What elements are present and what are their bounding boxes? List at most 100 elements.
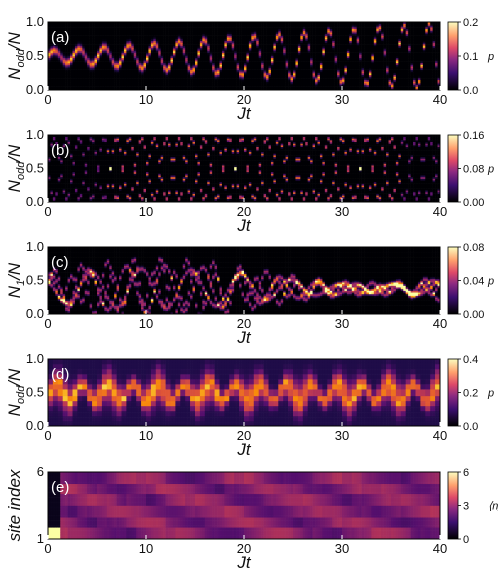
- heatmap-cell: [73, 68, 76, 70]
- heatmap-cell: [112, 71, 115, 73]
- heatmap-cell: [342, 76, 345, 78]
- heatmap-cell: [259, 68, 262, 70]
- heatmap-cell: [310, 76, 313, 78]
- heatmap-cell: [239, 80, 242, 82]
- heatmap-cell: [244, 80, 247, 82]
- heatmap-cell: [50, 80, 53, 82]
- heatmap-cell: [249, 85, 252, 87]
- heatmap-cell: [269, 68, 272, 70]
- heatmap-cell: [166, 68, 169, 70]
- heatmap-cell: [303, 76, 306, 78]
- heatmap-cell: [97, 80, 100, 82]
- heatmap-cell: [234, 85, 237, 87]
- heatmap-cell: [288, 71, 291, 73]
- heatmap-cell: [144, 76, 147, 78]
- heatmap-cell: [310, 80, 313, 82]
- heatmap-cell: [146, 68, 149, 70]
- heatmap-cell: [85, 71, 88, 73]
- heatmap-cell: [352, 68, 355, 70]
- heatmap-cell: [239, 71, 242, 73]
- heatmap-cell: [232, 80, 235, 82]
- heatmap-cell: [87, 68, 90, 70]
- heatmap-cell: [134, 68, 137, 70]
- heatmap-cell: [337, 68, 340, 70]
- heatmap-cell: [261, 71, 264, 73]
- heatmap-cell: [131, 68, 134, 70]
- heatmap-cell: [256, 71, 259, 73]
- heatmap-cell: [146, 80, 149, 82]
- heatmap-cell: [166, 71, 169, 73]
- heatmap-cell: [77, 80, 80, 82]
- heatmap-cell: [151, 71, 154, 73]
- heatmap-cell: [347, 80, 350, 82]
- heatmap-cell: [168, 71, 171, 73]
- heatmap-cell: [212, 80, 215, 82]
- heatmap-cell: [310, 71, 313, 73]
- heatmap-cell: [217, 68, 220, 70]
- heatmap-cell: [261, 76, 264, 78]
- heatmap-cell: [53, 71, 56, 73]
- heatmap-cell: [342, 71, 345, 73]
- heatmap-cell: [104, 76, 107, 78]
- heatmap-cell: [215, 71, 218, 73]
- heatmap-cell: [55, 68, 58, 70]
- heatmap-cell: [107, 76, 110, 78]
- heatmap-cell: [68, 80, 71, 82]
- heatmap-cell: [109, 85, 112, 87]
- heatmap-cell: [305, 85, 308, 87]
- heatmap-cell: [210, 68, 213, 70]
- heatmap-cell: [283, 68, 286, 70]
- heatmap-cell: [148, 76, 151, 78]
- heatmap-cell: [183, 76, 186, 78]
- heatmap-cell: [129, 71, 132, 73]
- heatmap-cell: [315, 76, 318, 78]
- heatmap-cell: [335, 68, 338, 70]
- heatmap-cell: [153, 68, 156, 70]
- heatmap-cell: [102, 68, 105, 70]
- heatmap-cell: [112, 85, 115, 87]
- heatmap-cell: [291, 71, 294, 73]
- heatmap-cell: [288, 76, 291, 78]
- heatmap-cell: [136, 80, 139, 82]
- heatmap-cell: [246, 71, 249, 73]
- heatmap-cell: [126, 71, 129, 73]
- heatmap-cell: [344, 71, 347, 73]
- heatmap-cell: [124, 76, 127, 78]
- heatmap-cell: [202, 71, 205, 73]
- heatmap-cell: [178, 76, 181, 78]
- heatmap-cell: [168, 80, 171, 82]
- heatmap-cell: [90, 85, 93, 87]
- heatmap-cell: [234, 71, 237, 73]
- heatmap-cell: [102, 80, 105, 82]
- heatmap-cell: [308, 71, 311, 73]
- heatmap-cell: [124, 71, 127, 73]
- heatmap-cell: [305, 76, 308, 78]
- heatmap-cell: [342, 80, 345, 82]
- heatmap-cell: [295, 80, 298, 82]
- heatmap-cell: [190, 80, 193, 82]
- heatmap-cell: [251, 71, 254, 73]
- heatmap-cell: [276, 76, 279, 78]
- heatmap-cell: [107, 85, 110, 87]
- heatmap-cell: [95, 85, 98, 87]
- heatmap-cell: [148, 85, 151, 87]
- heatmap-cell: [202, 76, 205, 78]
- heatmap-cell: [276, 80, 279, 82]
- heatmap-cell: [264, 68, 267, 70]
- heatmap-cell: [242, 80, 245, 82]
- heatmap-cell: [271, 80, 274, 82]
- heatmap-cell: [344, 76, 347, 78]
- heatmap-cell: [180, 85, 183, 87]
- heatmap-cell: [114, 76, 117, 78]
- heatmap-cell: [269, 71, 272, 73]
- heatmap-cell: [126, 80, 129, 82]
- heatmap-cell: [136, 85, 139, 87]
- heatmap-cell: [58, 68, 61, 70]
- heatmap-cell: [60, 68, 63, 70]
- heatmap-cell: [303, 71, 306, 73]
- heatmap-cell: [109, 68, 112, 70]
- heatmap-cell: [136, 76, 139, 78]
- heatmap-cell: [156, 68, 159, 70]
- heatmap-cell: [92, 85, 95, 87]
- heatmap-cell: [185, 80, 188, 82]
